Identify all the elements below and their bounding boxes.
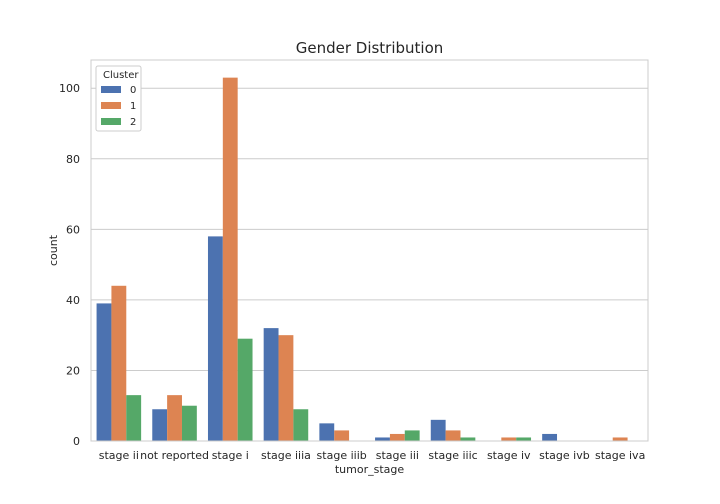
bar-series-2: [293, 409, 309, 441]
y-tick-label: 20: [66, 364, 80, 377]
bar-series-1: [389, 433, 405, 441]
bar-series-0: [542, 433, 558, 441]
bar-series-1: [612, 437, 628, 441]
bar-series-1: [278, 335, 294, 441]
bar-series-2: [404, 430, 420, 441]
legend-swatch: [101, 86, 121, 93]
legend-box: [95, 65, 142, 132]
bar-series-1: [334, 430, 350, 441]
legend-label: 2: [130, 117, 136, 128]
x-tick-label: stage iii: [376, 449, 419, 462]
x-tick-label: stage ii: [99, 449, 139, 462]
x-tick-label: stage iv: [487, 449, 531, 462]
bar-series-0: [152, 409, 168, 441]
legend: Cluster 0 1 2: [95, 65, 142, 132]
bar-series-0: [263, 328, 279, 441]
x-tick-label: stage iiia: [261, 449, 311, 462]
bar-series-2: [181, 405, 197, 441]
bar-series-0: [319, 423, 335, 441]
bar-series-1: [445, 430, 461, 441]
bar-series-1: [111, 285, 127, 441]
bar-series-1: [501, 437, 517, 441]
y-tick-labels: 0 20 40 60 80 100: [59, 82, 80, 448]
x-tick-labels: stage ii not reported stage i stage iiia sta…: [99, 449, 646, 462]
y-tick-label: 80: [66, 153, 80, 166]
legend-items: 0 1 2: [101, 85, 136, 128]
bar-series-0: [430, 419, 446, 441]
x-tick-label: stage iiic: [428, 449, 477, 462]
legend-swatch: [101, 102, 121, 109]
legend-label: 0: [130, 85, 136, 96]
bar-series-2: [460, 437, 476, 441]
plot-frame: [90, 59, 649, 442]
x-tick-label: stage iiib: [317, 449, 367, 462]
y-axis-label: count: [47, 234, 60, 266]
bar-series-1: [167, 395, 182, 441]
bars: [96, 77, 628, 441]
bar-series-2: [126, 395, 142, 441]
gridlines: [91, 87, 648, 442]
legend-title: Cluster: [103, 70, 139, 81]
bar-series-2: [516, 437, 532, 441]
x-tick-label: not reported: [140, 449, 209, 462]
x-tick-label: stage i: [212, 449, 249, 462]
x-tick-label: stage ivb: [539, 449, 590, 462]
chart-title: Gender Distribution: [296, 39, 444, 57]
bar-series-0: [375, 437, 390, 441]
bar-series-0: [207, 236, 223, 441]
y-tick-label: 100: [59, 82, 80, 95]
y-tick-label: 0: [73, 435, 80, 448]
bar-series-2: [237, 338, 253, 441]
legend-swatch: [101, 118, 121, 125]
legend-label: 1: [130, 101, 136, 112]
x-axis-label: tumor_stage: [335, 463, 405, 476]
y-tick-label: 40: [66, 294, 80, 307]
bar-series-1: [222, 77, 238, 441]
bar-series-0: [96, 303, 112, 441]
y-tick-label: 60: [66, 223, 80, 236]
x-tick-label: stage iva: [595, 449, 645, 462]
